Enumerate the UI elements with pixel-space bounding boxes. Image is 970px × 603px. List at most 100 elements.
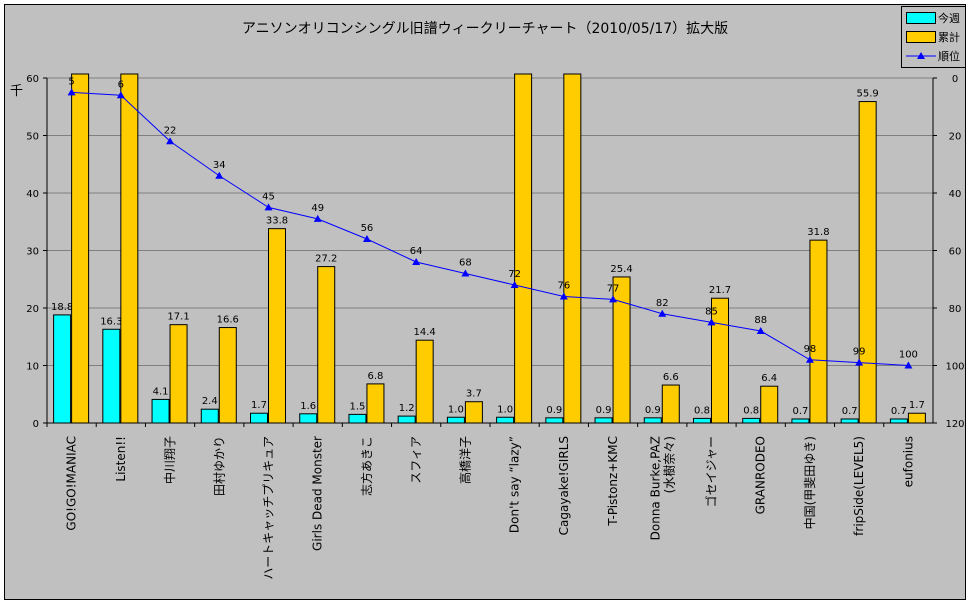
y-tick-label: 20 (26, 304, 39, 315)
data-label-rank: 6 (118, 79, 124, 90)
data-label-rank: 85 (705, 306, 718, 317)
rank-marker (67, 88, 76, 96)
data-label-weekly: 4.1 (153, 386, 169, 397)
x-tick-label: Listen!! (114, 436, 128, 482)
data-label-total: 6.6 (663, 372, 679, 383)
data-label-total: 31.8 (807, 227, 829, 238)
data-label-weekly: 0.9 (645, 405, 661, 416)
y-tick-label: 50 (26, 132, 39, 143)
y2-tick-label: 120 (945, 419, 964, 430)
data-label-total: 33.8 (266, 216, 288, 227)
data-label-rank: 5 (68, 76, 74, 87)
legend: 今週 累計 順位 (901, 6, 966, 68)
legend-label: 累計 (938, 31, 960, 44)
x-tick-label: GO!GO!MANIAC (65, 436, 79, 531)
data-label-weekly: 1.0 (448, 404, 464, 415)
data-label-rank: 88 (754, 315, 767, 326)
bar-weekly (791, 418, 810, 424)
x-tick-label: Donna Burke,PAZ(水樹奈々) (648, 436, 676, 540)
data-label-rank: 72 (508, 269, 521, 280)
rank-marker (609, 295, 618, 303)
data-label-rank: 49 (311, 203, 324, 214)
y2-tick-label: 60 (949, 247, 962, 258)
rank-marker (412, 258, 421, 265)
y-axis-label: 千 (10, 84, 23, 99)
rank-marker (461, 269, 470, 277)
y-tick-label: 40 (26, 189, 39, 200)
bar-weekly (250, 412, 268, 424)
data-label-rank: 100 (899, 350, 918, 361)
rank-marker (756, 327, 765, 334)
bar-weekly (446, 416, 465, 424)
bar-weekly (496, 416, 515, 424)
data-label-rank: 77 (607, 283, 620, 294)
data-label-total: 14.4 (414, 327, 436, 338)
x-tick-label: ハートキャッチプリキュア (262, 436, 276, 580)
data-label-weekly: 1.7 (251, 400, 267, 411)
legend-label: 順位 (938, 50, 960, 63)
legend-item-rank: 順位 (906, 48, 960, 64)
bar-total (366, 383, 385, 424)
rank-marker (559, 292, 568, 300)
data-label-rank: 76 (557, 281, 570, 292)
bar-total (317, 266, 336, 424)
y2-tick-label: 80 (949, 304, 962, 315)
y2-tick-label: 40 (949, 189, 962, 200)
data-label-weekly: 0.9 (596, 405, 612, 416)
bar-weekly (742, 417, 761, 424)
x-tick-label: Cagayake!GIRLS (557, 436, 571, 535)
y2-tick-label: 0 (952, 74, 958, 85)
bar-total (563, 73, 582, 424)
x-tick-label: Girls Dead Monster (311, 436, 325, 551)
x-tick-label: ゴセイジャー (704, 436, 719, 507)
bar-total (514, 73, 533, 424)
data-label-total: 6.4 (761, 373, 777, 384)
data-label-rank: 82 (656, 298, 669, 309)
y-tick-label: 30 (26, 247, 39, 258)
data-label-rank: 45 (262, 191, 275, 202)
bar-weekly (200, 408, 219, 424)
bar-total (120, 73, 139, 424)
y-tick-label: 60 (26, 74, 39, 85)
data-label-total: 55.9 (857, 89, 879, 100)
x-tick-label: eufonius (901, 436, 915, 487)
x-tick-label: 中国(甲斐田ゆき) (802, 436, 817, 529)
data-label-total: 6.8 (367, 371, 383, 382)
legend-item-weekly: 今週 (906, 10, 960, 26)
data-label-weekly: 16.3 (100, 316, 122, 327)
data-label-total: 17.1 (167, 312, 189, 323)
data-label-rank: 34 (213, 160, 226, 171)
x-tick-label: スフィア (409, 436, 423, 484)
x-tick-label: T-Pistonz+KMC (606, 436, 620, 527)
data-label-rank: 99 (853, 347, 866, 358)
x-tick-label: fripSide(LEVEL5) (852, 436, 866, 536)
bar-total (809, 239, 828, 424)
data-label-total: 3.7 (466, 389, 482, 400)
chart-title: アニソンオリコンシングル旧譜ウィークリーチャート（2010/05/17）拡大版 (241, 21, 729, 37)
data-label-rank: 64 (410, 246, 423, 257)
data-label-rank: 56 (361, 223, 374, 234)
x-tick-label: 高橋洋子 (457, 436, 472, 484)
bar-total (711, 297, 729, 424)
bar-weekly (397, 415, 416, 424)
rank-line (71, 91, 909, 366)
data-label-weekly: 1.2 (399, 403, 415, 414)
bar-weekly (545, 417, 564, 424)
y-tick-label: 0 (33, 419, 39, 430)
data-label-total: 1.7 (909, 400, 925, 411)
data-label-weekly: 0.9 (546, 405, 562, 416)
bar-total (464, 401, 483, 424)
bar-weekly (693, 417, 711, 424)
bar-weekly (53, 314, 72, 424)
rank-marker (313, 214, 322, 222)
rank-marker (215, 171, 224, 179)
bar-total (169, 324, 188, 424)
bar-total (415, 339, 434, 424)
bar-weekly (348, 413, 367, 424)
y2-tick-label: 20 (949, 132, 962, 143)
data-label-weekly: 0.8 (694, 405, 710, 416)
bar-weekly (594, 417, 613, 424)
bar-weekly (889, 418, 908, 424)
rank-marker (264, 203, 273, 211)
